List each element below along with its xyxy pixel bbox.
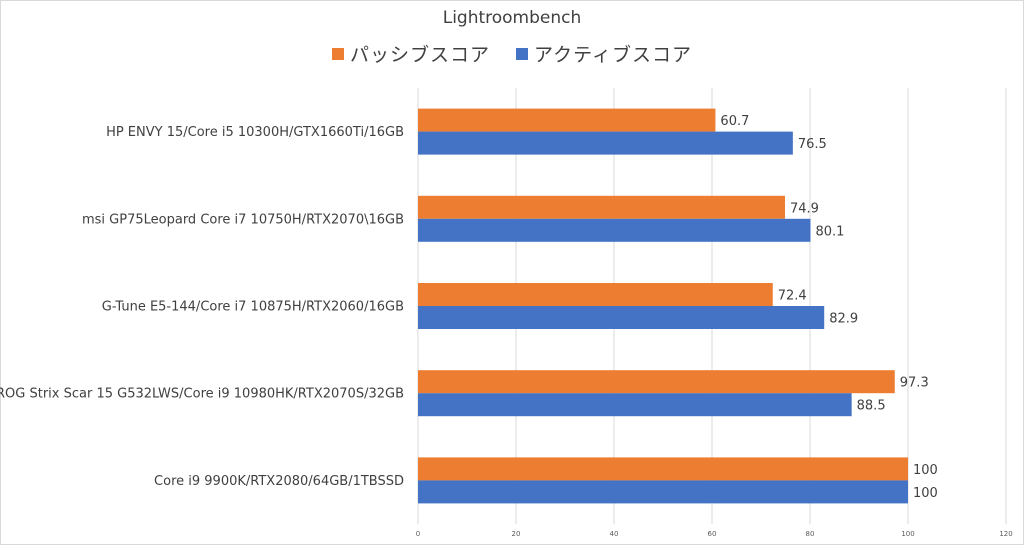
passive-score-label: 74.9 (790, 201, 819, 216)
x-tick-label: 60 (708, 530, 717, 538)
active-score-label: 80.1 (815, 224, 844, 239)
active-score-bar (418, 393, 852, 417)
passive-score-label: 97.3 (900, 376, 929, 391)
active-score-bar (418, 306, 825, 329)
passive-score-bar (418, 457, 908, 481)
legend-swatch-active (516, 47, 529, 60)
x-tick-label: 0 (416, 530, 420, 538)
legend-item-active: アクティブスコア (516, 40, 692, 67)
x-tick-label: 100 (901, 530, 914, 538)
passive-score-label: 72.4 (778, 289, 807, 304)
passive-score-bar (418, 195, 786, 219)
passive-score-bar (418, 283, 773, 306)
category-label: G-Tune E5-144/Core i7 10875H/RTX2060/16G… (102, 300, 404, 315)
legend-swatch-passive (332, 47, 345, 60)
category-label: ROG Strix Scar 15 G532LWS/Core i9 10980H… (0, 387, 404, 402)
active-score-bar (418, 480, 908, 504)
x-tick-label: 120 (999, 530, 1012, 538)
active-score-label: 82.9 (829, 312, 858, 327)
active-score-label: 88.5 (857, 399, 886, 414)
passive-score-label: 100 (913, 463, 938, 478)
category-label: Core i9 9900K/RTX2080/64GB/1TBSSD (154, 474, 404, 489)
chart-title: Lightroombench (442, 8, 582, 28)
category-label: HP ENVY 15/Core i5 10300H/GTX1660Ti/16GB (106, 125, 404, 140)
legend-label-active: アクティブスコア (534, 44, 692, 66)
active-score-bar (418, 218, 811, 242)
passive-score-bar (418, 370, 895, 394)
category-label: msi GP75Leopard Core i7 10750H/RTX2070\1… (82, 212, 404, 227)
x-tick-label: 40 (610, 530, 619, 538)
active-score-label: 76.5 (798, 137, 827, 152)
x-tick-label: 20 (512, 530, 521, 538)
legend-item-passive: パッシブスコア (332, 40, 490, 67)
active-score-bar (418, 131, 793, 155)
passive-score-label: 60.7 (720, 114, 749, 129)
active-score-label: 100 (913, 486, 938, 501)
legend: パッシブスコア アクティブスコア (0, 40, 1024, 67)
x-tick-label: 80 (806, 530, 815, 538)
legend-label-passive: パッシブスコア (350, 44, 491, 66)
passive-score-bar (418, 108, 716, 132)
